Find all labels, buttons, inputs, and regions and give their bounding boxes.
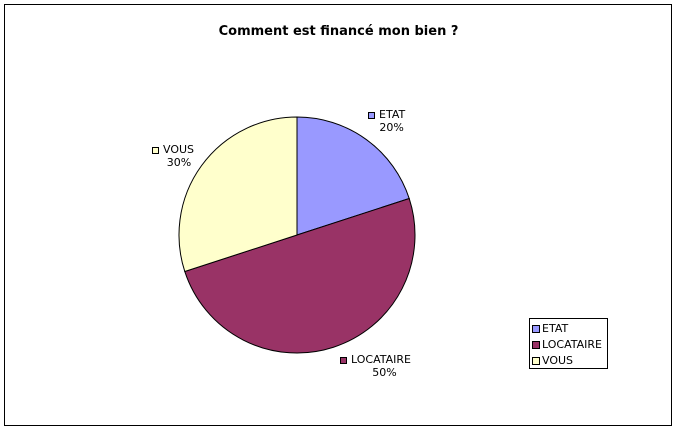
label-locataire-value: 50%	[372, 366, 397, 379]
label-vous-name: VOUS	[163, 143, 195, 156]
label-etat: ETAT 20%	[368, 108, 405, 134]
pie-slice-locataire	[184, 197, 416, 354]
label-locataire-name: LOCATAIRE	[351, 353, 411, 366]
label-etat-swatch	[368, 111, 375, 119]
label-locataire-swatch	[340, 356, 347, 364]
label-etat-value: 20%	[379, 121, 404, 134]
legend: ETAT LOCATAIRE VOUS	[529, 318, 608, 369]
chart-title: Comment est financé mon bien ?	[218, 24, 459, 39]
label-etat-name: ETAT	[379, 108, 406, 121]
legend-label-locataire: LOCATAIRE	[542, 338, 602, 351]
legend-item-locataire: LOCATAIRE	[532, 337, 607, 353]
pie-slice-etat	[296, 116, 410, 236]
legend-swatch-locataire	[532, 341, 540, 349]
label-vous: VOUS 30%	[152, 143, 194, 169]
label-vous-value: 30%	[166, 156, 192, 169]
label-vous-swatch	[152, 146, 159, 154]
legend-swatch-etat	[532, 325, 540, 333]
legend-item-etat: ETAT	[532, 321, 607, 337]
legend-item-vous: VOUS	[532, 353, 607, 369]
label-locataire: LOCATAIRE 50%	[340, 353, 411, 379]
legend-label-etat: ETAT	[542, 322, 569, 335]
legend-label-vous: VOUS	[542, 354, 574, 367]
legend-swatch-vous	[532, 357, 540, 365]
pie-slice-vous	[178, 116, 298, 273]
